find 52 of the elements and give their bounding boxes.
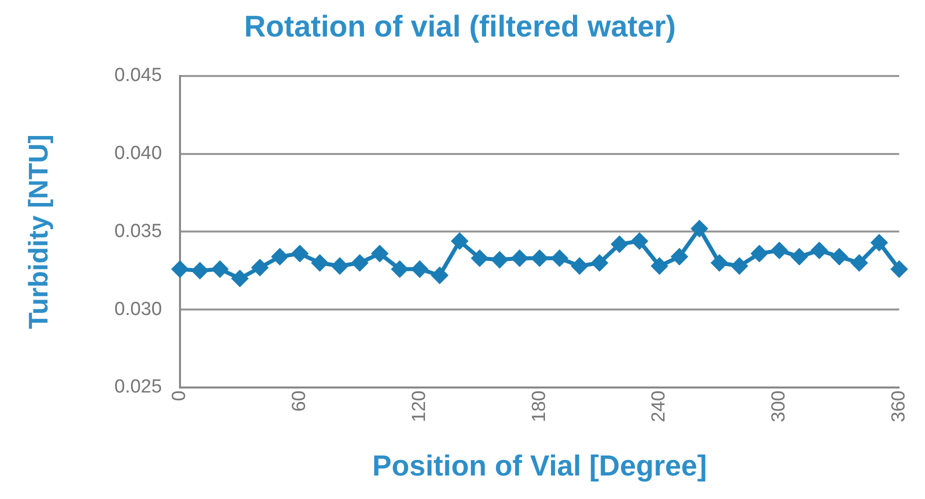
point xyxy=(272,248,288,265)
point xyxy=(192,262,208,279)
point xyxy=(232,270,248,286)
x-tick-label: 360 xyxy=(888,390,910,422)
point xyxy=(751,246,768,262)
point xyxy=(312,254,328,271)
point xyxy=(472,250,488,266)
point xyxy=(731,258,748,274)
point xyxy=(512,250,528,266)
y-tick-label: 0.040 xyxy=(114,143,162,164)
point xyxy=(891,261,908,278)
point xyxy=(412,261,428,278)
point xyxy=(611,236,628,252)
point xyxy=(651,258,668,274)
point xyxy=(572,258,588,274)
point xyxy=(452,233,468,250)
point xyxy=(392,261,408,278)
y-axis-title: Turbidity [NTU] xyxy=(24,134,54,329)
y-tick-label: 0.025 xyxy=(114,376,162,398)
point xyxy=(711,254,728,271)
point xyxy=(691,220,708,237)
point xyxy=(492,252,508,268)
point xyxy=(432,267,448,284)
point xyxy=(372,246,388,262)
y-tick-label: 0.030 xyxy=(114,298,162,320)
point xyxy=(352,254,368,271)
x-tick-label: 120 xyxy=(408,390,430,422)
y-tick-label: 0.035 xyxy=(114,220,162,242)
point xyxy=(871,234,888,251)
x-tick-label: 180 xyxy=(528,390,550,422)
x-axis-title: Position of Vial [Degree] xyxy=(372,450,707,483)
x-tick-label: 60 xyxy=(289,390,310,412)
point xyxy=(552,250,568,266)
point xyxy=(771,242,788,258)
point xyxy=(671,248,688,265)
point xyxy=(332,258,348,274)
point xyxy=(851,254,868,271)
point xyxy=(532,250,548,266)
point xyxy=(212,261,228,278)
point xyxy=(811,242,828,258)
point xyxy=(592,254,608,271)
x-tick-label: 0 xyxy=(169,390,190,402)
x-tick-label: 240 xyxy=(648,390,670,422)
point xyxy=(831,248,848,265)
chart-title: Rotation of vial (filtered water) xyxy=(244,10,676,44)
point xyxy=(292,246,308,262)
y-tick-label: 0.045 xyxy=(114,65,162,86)
point xyxy=(631,233,648,250)
point xyxy=(252,260,268,276)
x-tick-label: 300 xyxy=(768,390,790,422)
point xyxy=(791,248,808,265)
point xyxy=(172,261,188,278)
